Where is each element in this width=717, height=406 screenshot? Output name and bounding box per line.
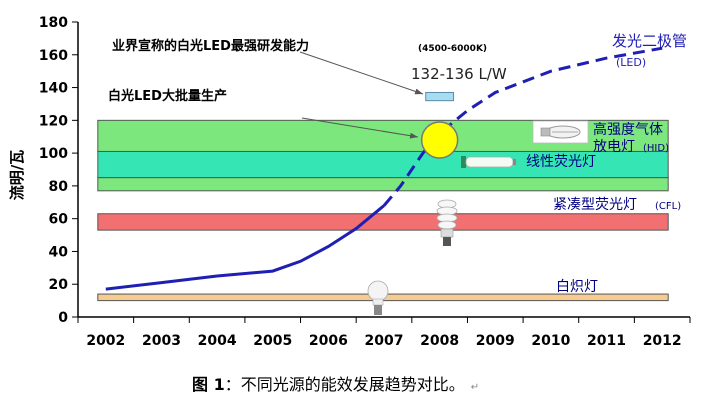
series-label-led-suffix: (LED) — [616, 56, 646, 69]
x-tick-label: 2007 — [365, 333, 404, 349]
annotation-cct-range: (4500-6000K) — [418, 44, 487, 54]
efficacy-band-2 — [97, 177, 669, 192]
band-label-hid: 高强度气体 — [593, 121, 663, 138]
y-tick-label: 100 — [39, 146, 68, 162]
band-label-incandescent: 白炽灯 — [556, 279, 598, 295]
annotation-target-value: 132-136 L/W — [411, 65, 507, 83]
band-label-cfl-suffix: (CFL) — [655, 201, 681, 212]
x-tick-label: 2002 — [86, 333, 125, 349]
caption-text: 不同光源的能效发展趋势对比。 — [241, 375, 465, 394]
y-tick-label: 20 — [49, 277, 69, 293]
x-ticks: 2002 2003 2004 2005 2006 2007 2008 2009 2010 2011… — [77, 317, 691, 349]
band-label-hid-suffix: (HID) — [643, 143, 669, 154]
y-axis-label: 流明/瓦 — [8, 150, 26, 200]
x-tick-label: 2009 — [476, 333, 515, 349]
x-tick-label: 2010 — [531, 333, 570, 349]
band-label-hid-line2: 放电灯 — [593, 139, 635, 155]
x-tick-label: 2011 — [587, 333, 626, 349]
y-tick-label: 160 — [39, 48, 68, 64]
annotation-mass-production: 白光LED大批量生产 — [108, 88, 227, 104]
band-label-cfl: 紧凑型荧光灯 — [553, 196, 637, 213]
y-tick-label: 60 — [49, 212, 69, 228]
cfl-bulb-icon — [436, 199, 458, 246]
x-tick-label: 2012 — [643, 333, 682, 349]
annotation-arrow-mass — [301, 117, 419, 139]
annotation-arrow-rnd — [299, 51, 424, 95]
x-tick-label: 2008 — [420, 333, 459, 349]
led-line-projected — [382, 46, 663, 207]
series-label-led: 发光二极管 — [612, 32, 687, 50]
led-series — [105, 46, 663, 291]
caption-mark: ↵ — [471, 382, 479, 393]
y-tick-label: 140 — [39, 81, 68, 97]
incandescent-bulb-icon — [367, 280, 389, 315]
y-tick-label: 120 — [39, 113, 68, 129]
x-tick-label: 2003 — [142, 333, 181, 349]
x-tick-label: 2004 — [198, 333, 237, 349]
fluorescent-tube-icon — [461, 156, 516, 168]
x-tick-label: 2006 — [309, 333, 348, 349]
y-tick-label: 40 — [49, 244, 69, 260]
efficacy-band-1 — [97, 150, 669, 179]
led-mass-production-point — [420, 121, 459, 159]
caption-colon: ： — [225, 375, 241, 394]
y-tick-label: 0 — [58, 310, 68, 326]
x-tick-label: 2005 — [253, 333, 292, 349]
y-tick-label: 80 — [49, 179, 69, 195]
y-ticks: 0 20 40 60 80 100 120 140 160 180 — [39, 15, 78, 326]
hid-lamp-icon — [532, 120, 589, 144]
figure-caption: 图 1：不同光源的能效发展趋势对比。 ↵ — [192, 375, 479, 394]
target-efficacy-box — [425, 91, 455, 102]
y-tick-label: 180 — [39, 15, 68, 31]
annotation-rnd-capability: 业界宣称的白光LED最强研发能力 — [112, 38, 309, 54]
band-label-linear-fluorescent: 线性荧光灯 — [526, 153, 596, 170]
led-line-actual — [105, 204, 385, 291]
caption-label: 图 1 — [192, 375, 225, 394]
efficacy-band-3 — [97, 213, 669, 231]
